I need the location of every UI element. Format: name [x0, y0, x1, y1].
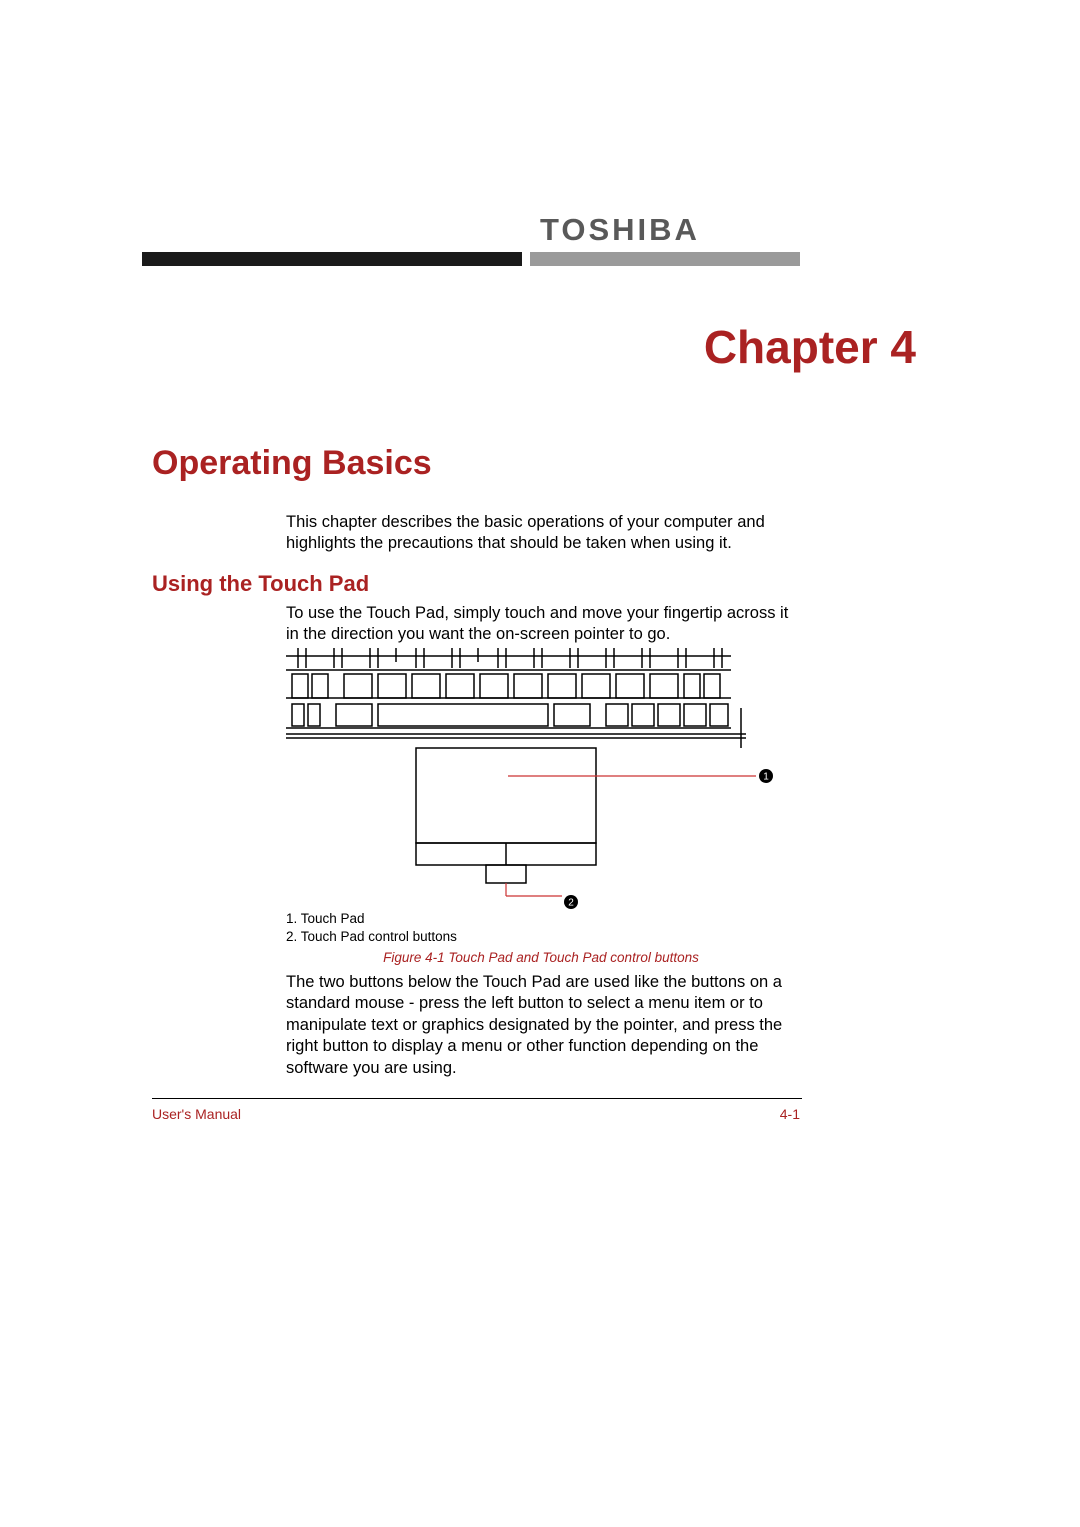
- footer-right: 4-1: [780, 1106, 800, 1122]
- section-title: Operating Basics: [152, 444, 432, 483]
- chapter-label: Chapter 4: [0, 320, 916, 374]
- touchpad-diagram: 1 2: [286, 648, 796, 918]
- header-bar-grey: [530, 252, 800, 266]
- diagram-callout-2: 2: [568, 898, 574, 909]
- diagram-callout-1: 1: [763, 772, 769, 783]
- footer-left: User's Manual: [152, 1106, 241, 1122]
- intro-paragraph: This chapter describes the basic operati…: [286, 512, 796, 555]
- legend-item-2: 2. Touch Pad control buttons: [286, 928, 457, 946]
- subsection-title: Using the Touch Pad: [152, 571, 369, 597]
- header-bar-dark: [142, 252, 522, 266]
- figure-caption: Figure 4-1 Touch Pad and Touch Pad contr…: [286, 950, 796, 965]
- brand-logo: TOSHIBA: [540, 212, 700, 248]
- closing-paragraph: The two buttons below the Touch Pad are …: [286, 972, 796, 1079]
- legend-item-1: 1. Touch Pad: [286, 910, 457, 928]
- diagram-legend: 1. Touch Pad 2. Touch Pad control button…: [286, 910, 457, 946]
- subsection-paragraph: To use the Touch Pad, simply touch and m…: [286, 603, 796, 646]
- footer-rule: [152, 1098, 802, 1099]
- page: TOSHIBA Chapter 4 Operating Basics This …: [0, 0, 1080, 1527]
